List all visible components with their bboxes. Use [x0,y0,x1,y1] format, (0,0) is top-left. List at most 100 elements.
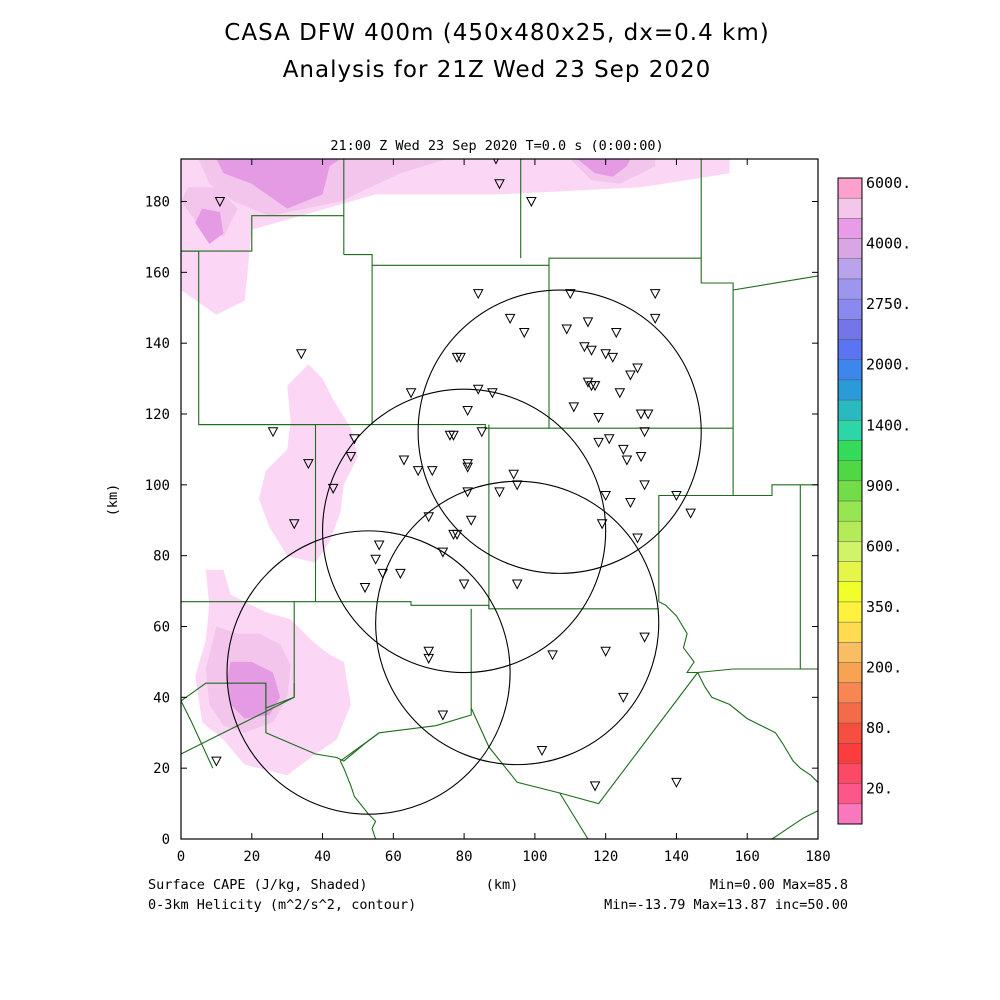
station-marker [589,781,601,792]
colorbar-label: 2750. [866,295,911,313]
radar-range-ring [417,289,702,574]
station-marker [472,289,484,300]
radar-range-ring [322,388,607,674]
station-marker [632,533,643,544]
x-tick-label: 60 [385,849,402,865]
y-tick-label: 140 [145,336,170,352]
station-marker [349,434,360,445]
y-tick-label: 0 [162,832,170,848]
county-boundary [559,792,589,839]
station-marker [405,388,417,399]
station-marker [462,487,473,498]
county-boundary [343,254,702,266]
station-marker [476,427,488,438]
station-marker [607,352,619,363]
station-marker [448,430,459,441]
colorbar-swatch [838,258,862,280]
station-marker [423,646,435,657]
field2-label: 0-3km Helicity (m^2/s^2, contour) [148,897,416,913]
colorbar-swatch [838,521,862,542]
station-marker [462,462,473,473]
station-marker [455,352,466,363]
station-marker [639,632,650,643]
colorbar-swatch [838,460,862,482]
station-marker [561,324,573,335]
colorbar-swatch [838,622,862,643]
county-boundary [181,601,295,755]
station-marker [373,540,385,551]
station-marker [458,579,470,590]
map-panel [181,159,818,839]
county-boundary [697,672,818,783]
colorbar-frame [837,177,863,825]
x-axis-ticks: 0 20 40 60 80 100 120 140 160 180 [177,159,831,865]
colorbar-label: 350. [866,598,902,616]
station-marker [600,349,611,360]
colorbar-swatch [838,763,862,784]
y-axis-ticks: 0 20 40 60 80 100 120 140 160 180 [145,195,818,848]
y-tick-label: 180 [145,195,170,211]
station-marker [518,328,530,339]
field1-stats: Min=0.00 Max=85.8 [710,877,848,893]
colorbar-label: 4000. [866,235,911,253]
cape-region-level-3 [195,208,224,244]
station-marker [621,455,633,466]
colorbar-swatch [838,339,862,360]
colorbar-swatch [838,178,862,199]
station-marker [462,405,473,417]
station-marker [671,777,682,788]
station-marker [671,490,682,502]
county-boundary [771,810,818,839]
station-marker [593,413,604,424]
station-marker [426,466,438,477]
station-marker [267,427,279,438]
station-marker [589,381,601,392]
station-marker [448,529,459,540]
y-tick-label: 20 [153,761,170,777]
station-marker [472,384,484,395]
station-marker [600,646,611,657]
colorbar-swatch [838,359,862,381]
station-marker [610,328,622,339]
station-marker [494,487,505,498]
station-marker [593,437,604,448]
station-marker [494,179,505,190]
station-marker [632,363,643,374]
county-boundary [732,428,818,497]
county-boundary [658,601,818,674]
cape-region-level-3 [227,661,281,719]
station-marker [370,554,381,565]
y-tick-label: 40 [153,690,170,706]
plot-subtitle: 21:00 Z Wed 23 Sep 2020 T=0.0 s (0:00:00… [330,138,663,154]
figure-title-line2: Analysis for 21Z Wed 23 Sep 2020 [283,57,712,83]
station-marker [423,653,435,664]
station-marker [579,342,590,353]
station-marker [214,197,226,208]
station-marker [398,455,410,466]
station-marker [547,650,558,661]
county-boundary [339,732,380,839]
station-marker [635,409,647,420]
station-marker [511,579,523,590]
y-tick-label: 120 [145,407,170,423]
x-tick-label: 40 [314,849,331,865]
colorbar-swatch [838,501,862,522]
colorbar-swatch [838,682,862,704]
station-marker [649,289,661,300]
colorbar-swatch [838,420,862,441]
county-boundaries-layer [181,159,818,839]
station-marker [504,313,516,324]
station-marker [603,434,615,445]
colorbar-label: 2000. [866,356,911,374]
x-axis-label: (km) [486,877,519,893]
station-marker [327,483,339,494]
plot-frame [180,158,819,840]
colorbar-swatch [838,379,862,401]
y-tick-label: 80 [153,549,170,565]
station-marker [295,349,307,360]
cape-region-level-1 [258,364,358,563]
y-tick-label: 160 [145,265,170,281]
station-marker [303,459,314,470]
y-axis-label: (km) [105,484,121,517]
x-tick-label: 100 [522,849,547,865]
